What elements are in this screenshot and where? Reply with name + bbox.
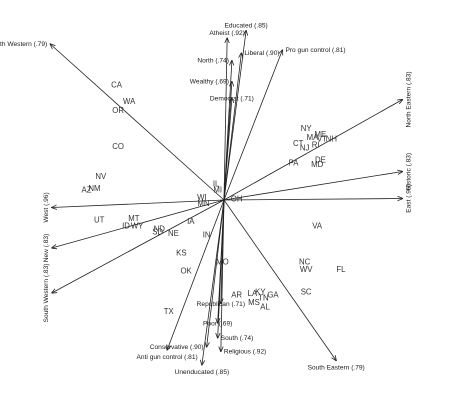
state-point-az: AZ [82,186,92,195]
vector-label-educated: Educated (.85) [224,23,267,30]
state-point-mi: MI [213,186,222,195]
vector-arrow-south-eastern [223,199,336,361]
vector-label-south: South (.74) [221,335,254,342]
state-point-me: ME [315,130,327,139]
state-point-il: IL [213,180,220,189]
vector-label-unenducated: Unenducated (.85) [175,369,230,376]
vector-label-south-western: South Western (.83) [43,264,50,323]
state-point-nm: NM [88,184,100,193]
state-point-vt: VT [317,135,327,144]
vector-label-anti-gun-control: Anti gun control (.81) [137,354,198,361]
vector-label-wealthy: Wealthy (.69) [190,79,229,86]
state-point-mt: MT [128,214,139,223]
state-point-nd: ND [154,225,166,234]
vector-layer [50,31,402,366]
state-point-ny: NY [301,124,313,133]
state-point-wy: WY [131,222,144,231]
vector-arrow-south-western [52,199,225,293]
state-point-ar: AR [231,291,242,300]
state-point-tx: TX [164,307,175,316]
state-point-wa: WA [123,97,136,106]
state-point-al: AL [260,303,270,312]
vector-label-historic: Historic (.83) [406,153,413,190]
vector-arrow-east [223,199,403,201]
state-point-nj: NJ [300,144,310,153]
state-point-la: LA [248,289,258,298]
vector-label-liberal: Liberal (.90) [244,50,279,57]
vector-arrow-anti-gun-control [167,199,225,350]
state-point-ky: KY [255,288,266,297]
state-point-id: ID [122,222,130,231]
vector-label-north-western: North Western (.79) [0,41,47,48]
vector-label-poor: Poor (.69) [203,321,232,328]
state-point-ga: GA [267,291,279,300]
vector-label-east: East (.96) [406,184,413,213]
vector-arrow-unenducated [202,199,225,365]
vector-arrow-south [218,199,225,338]
state-point-sc: SC [301,288,312,297]
state-point-ne: NE [168,229,179,238]
vector-label-religious: Religious (.92) [224,349,267,356]
vector-arrow-west [52,199,225,208]
state-point-oh: OH [231,195,243,204]
state-point-wi: WI [197,193,207,202]
vector-arrow-pro-gun-control [223,50,282,201]
state-point-or: OR [112,106,124,115]
state-point-mo: MO [216,258,229,267]
vector-label-democrat: Democrat (.71) [210,96,254,103]
state-point-de: DE [315,156,326,165]
state-point-ms: MS [248,298,260,307]
vector-label-atheist: Atheist (.92) [209,30,245,37]
state-point-nh: NH [326,135,337,144]
state-point-ia: IA [187,217,195,226]
state-point-wv: WV [300,265,313,274]
vector-arrow-north-eastern [223,100,403,201]
vector-arrow-historic [223,172,403,201]
state-point-nc: NC [299,258,311,267]
vector-label-new: New (.83) [43,234,50,263]
state-point-ct: CT [293,139,304,148]
state-point-ks: KS [176,249,186,258]
vector-label-north: North (.74) [197,58,229,65]
state-point-ok: OK [180,267,192,276]
state-point-in: IN [203,231,211,240]
state-point-co: CO [112,142,124,151]
vector-label-west: West (.96) [43,192,50,222]
state-point-pa: PA [289,159,300,168]
vector-label-conservative: Conservative (.90) [150,344,204,351]
state-point-va: VA [312,222,323,231]
state-point-ut: UT [94,216,105,225]
vector-label-pro-gun-control: Pro gun control (.81) [285,47,345,54]
state-point-fl: FL [336,265,346,274]
vector-arrow-atheist [223,38,227,201]
vector-arrow-liberal [223,53,241,201]
vector-label-south-eastern: South Eastern (.79) [308,365,365,372]
state-point-md: MD [311,160,323,169]
vector-label-layer: North Western (.79) Educated (.85)Atheist… [0,23,413,377]
state-point-ca: CA [111,81,123,90]
vector-label-north-eastern: North Eastern (.83) [406,71,413,127]
state-point-nv: NV [95,172,107,181]
state-point-sd: SD [152,228,163,237]
state-point-ma: MA [307,133,319,142]
vector-label-republican: Republican (.71) [197,301,245,308]
vector-arrow-new [52,199,225,248]
vector-arrow-religious [221,199,225,352]
state-point-mn: MN [197,199,209,208]
vector-arrow-north-western [50,44,225,201]
state-point-ri: RI [312,141,320,150]
state-point-tn: TN [258,294,268,303]
vector-arrow-democrat [223,98,232,201]
